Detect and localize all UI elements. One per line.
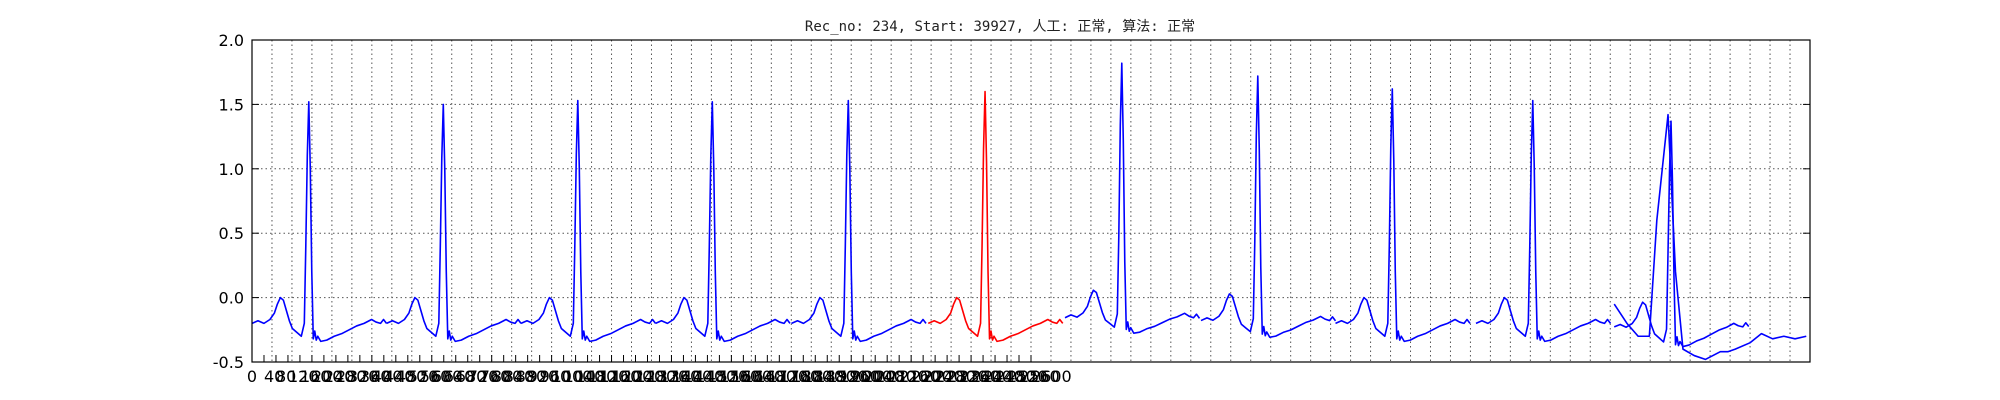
x-tick-label: 0 <box>247 367 257 386</box>
x-tick-label: 2240 <box>923 367 964 386</box>
grid-layer <box>252 40 1810 362</box>
x-tick-label: 1960 <box>839 367 880 386</box>
x-tick-label: 1440 <box>683 367 724 386</box>
y-tick-label: 1.5 <box>219 95 244 114</box>
y-tick-label: 2.0 <box>219 31 244 50</box>
x-tick-label: 600 <box>432 367 463 386</box>
x-tick-label: 1280 <box>636 367 677 386</box>
x-tick-label: 1520 <box>707 367 748 386</box>
x-tick-label: 400 <box>372 367 403 386</box>
x-tick-label: 2080 <box>875 367 916 386</box>
ecg-beat-6 <box>927 90 1064 343</box>
x-tick-label: 640 <box>444 367 475 386</box>
x-tick-label: 800 <box>492 367 523 386</box>
x-tick-label: 1680 <box>755 367 796 386</box>
x-tick-label: 960 <box>540 367 571 386</box>
x-tick-label: 2320 <box>947 367 988 386</box>
x-tick-label: 920 <box>528 367 559 386</box>
x-tick-label: 160 <box>300 367 331 386</box>
x-tick-label: 2200 <box>911 367 952 386</box>
x-tick-label: 1760 <box>779 367 820 386</box>
x-tick-label: 1880 <box>815 367 856 386</box>
x-tick-label: 2000 <box>851 367 892 386</box>
ecg-beat-11 <box>1613 120 1750 348</box>
x-tick-label: 480 <box>396 367 427 386</box>
x-tick-label: 120 <box>288 367 319 386</box>
x-tick-label: 1120 <box>588 367 629 386</box>
ecg-beat-10 <box>1475 99 1612 343</box>
y-tick-label: 1.0 <box>219 160 244 179</box>
ecg-beat-8 <box>1200 75 1337 339</box>
ecg-tail <box>1613 113 1807 361</box>
y-tick-label: 0.5 <box>219 224 244 243</box>
ecg-beat-5 <box>791 99 927 343</box>
x-tick-label: 840 <box>504 367 535 386</box>
x-tick-label: 2360 <box>959 367 1000 386</box>
x-tick-label: 40 <box>264 367 284 386</box>
x-tick-label: 1080 <box>576 367 617 386</box>
ecg-beat-1 <box>251 101 388 343</box>
chart-title: Rec_no: 234, Start: 39927, 人工: 正常, 算法: 正… <box>805 19 1195 35</box>
x-tick-label: 280 <box>336 367 367 386</box>
x-tick-label: 2440 <box>983 367 1024 386</box>
x-tick-label: 80 <box>276 367 296 386</box>
x-tick-label: 2160 <box>899 367 940 386</box>
x-tick-label: 1640 <box>743 367 784 386</box>
x-tick-label: 560 <box>420 367 451 386</box>
x-tick-label: 240 <box>324 367 355 386</box>
x-tick-label: 720 <box>468 367 499 386</box>
x-tick-label: 1000 <box>552 367 593 386</box>
x-tick-label: 880 <box>516 367 547 386</box>
x-tick-label: 520 <box>408 367 439 386</box>
y-axis: -0.5 0.0 0.5 1.0 1.5 2.0 <box>213 31 1810 372</box>
x-tick-label: 2520 <box>1007 367 1048 386</box>
ecg-beat-4 <box>655 101 791 343</box>
ecg-beat-2 <box>386 103 522 343</box>
series-layer <box>251 62 1807 361</box>
x-tick-label: 1560 <box>719 367 760 386</box>
x-tick-label: 1360 <box>659 367 700 386</box>
x-tick-label: 2280 <box>935 367 976 386</box>
x-tick-label: 1720 <box>767 367 808 386</box>
ecg-beat-7 <box>1064 62 1201 334</box>
x-tick-label: 1200 <box>612 367 653 386</box>
x-tick-label: 360 <box>360 367 391 386</box>
x-tick-label: 1040 <box>564 367 605 386</box>
x-tick-label: 1480 <box>695 367 736 386</box>
ecg-beat-3 <box>520 99 657 343</box>
x-tick-label: 320 <box>348 367 379 386</box>
x-axis: 0 408012016020024028032036040044048052056… <box>247 355 1072 386</box>
ecg-beat-9 <box>1335 88 1471 343</box>
x-tick-label: 2040 <box>863 367 904 386</box>
x-tick-label: 200 <box>312 367 343 386</box>
x-tick-label: 2560 <box>1019 367 1060 386</box>
x-tick-label: 440 <box>384 367 415 386</box>
x-tick-label: 2480 <box>995 367 1036 386</box>
x-tick-label: 1800 <box>791 367 832 386</box>
x-tick-label: 1400 <box>671 367 712 386</box>
x-tick-label: 1920 <box>827 367 868 386</box>
y-tick-label: -0.5 <box>213 353 244 372</box>
x-tick-label: 760 <box>480 367 511 386</box>
plot-frame <box>251 39 1811 363</box>
x-tick-label: 1320 <box>647 367 688 386</box>
x-tick-label: 680 <box>456 367 487 386</box>
x-tick-label: 1240 <box>624 367 665 386</box>
x-tick-label: 1600 <box>731 367 772 386</box>
y-tick-label: 0.0 <box>219 289 244 308</box>
x-tick-label: 2400 <box>971 367 1012 386</box>
x-tick-label: 2120 <box>887 367 928 386</box>
x-tick-label: 1840 <box>803 367 844 386</box>
x-tick-label: 1160 <box>600 367 641 386</box>
x-tick-label: 2600 <box>1031 367 1072 386</box>
